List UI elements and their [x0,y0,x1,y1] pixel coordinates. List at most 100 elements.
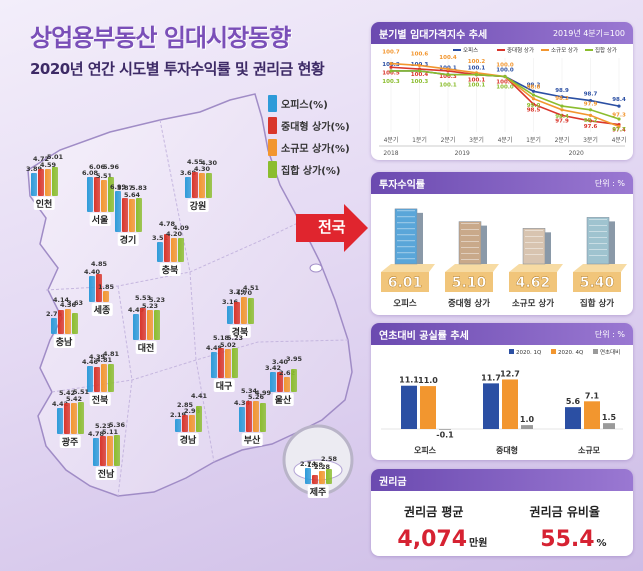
line-point [588,119,593,123]
line-point [617,104,621,108]
line-point-label: 100.1 [468,83,486,89]
legend-item: 오피스(%) [268,92,350,114]
region-label: 전남 [95,467,117,480]
line-point [617,117,621,121]
line-x-tick: 1분기 [412,136,427,144]
region-bar-value: 1.58 [306,460,324,469]
vacancy-category: 소규모 [578,446,601,455]
arrow-label: 전국 [318,218,346,236]
return-pedestal-top [509,264,563,272]
region-bar-value: 5.23 [226,333,244,342]
region-bar-value: 4.30 [200,159,218,168]
line-point [531,89,536,93]
vacancy-bar [420,386,436,429]
vacancy-legend-label: 연초대비 [600,348,620,356]
region-bar-value: 5.23 [148,295,166,304]
legend-item: 중대형 상가(%) [268,114,350,136]
line-point-label: 100.0 [496,68,514,74]
region-bar-value: 5.51 [72,388,90,397]
vacancy-title: 연초대비 공실률 추세 [379,330,469,342]
region-bar [270,372,276,392]
region-label: 대전 [135,341,157,354]
region-bar [64,402,70,434]
region-bar [107,436,113,466]
vacancy-bar-value: 7.1 [585,391,600,400]
region-bar [326,469,332,484]
return-pedestal [509,272,557,292]
region-bar-value: 3.51 [151,233,169,242]
region-label: 경기 [117,233,139,246]
line-point [417,69,422,73]
region-bar [175,419,181,432]
region-bar [115,191,121,232]
region-label: 경북 [229,325,251,338]
region-bar [182,415,188,432]
return-building [586,217,610,265]
line-point [588,108,593,112]
line-point-label: 100.0 [496,85,514,91]
line-point-label: 98.5 [527,107,541,113]
line-x-tick: 2분기 [555,136,570,144]
vacancy-bar-value: 11.7 [481,373,501,382]
region-bar [94,366,100,392]
legend-swatch [268,116,277,134]
region-bar-value: 4.46 [81,358,99,367]
line-point [474,73,479,77]
region-bar [196,406,202,432]
line-point-label: 97.3 [612,112,626,118]
line-point [588,98,593,103]
region-bar-value: 5.02 [219,340,237,349]
region-bar-value: 4.55 [186,157,204,166]
region-bar-value: 2.19 [169,411,187,420]
return-building [522,228,546,265]
premium-ratio-label: 권리금 유비율 [529,505,600,519]
vacancy-bar [401,385,417,429]
region-bar-value: 4.85 [90,259,108,268]
premium-avg-value: 4,074 [397,527,468,552]
region-bar-value: 3.68 [179,168,197,177]
return-building-side [609,221,615,264]
return-value: 4.62 [516,275,551,291]
line-x-tick: 3분기 [583,136,598,144]
region-bar-value: 5.64 [123,191,141,200]
region-label: 대구 [213,379,235,392]
region-bar-value: 5.42 [65,394,83,403]
line-point-label: 98.9 [555,88,569,94]
legend-swatch [268,138,277,156]
region-bar [232,347,238,378]
region-bar [52,166,58,196]
line-point-label: 97.6 [584,124,598,130]
vacancy-bar [483,383,499,429]
return-building-side [545,232,551,264]
region-bar [140,307,146,340]
region-bar-value: 2.28 [313,462,331,471]
line-point [617,124,621,129]
line-point-label: 100.4 [411,72,429,78]
region-bar [164,234,170,262]
return-building-side [417,212,423,264]
region-bar [253,401,259,432]
line-point [389,69,393,73]
line-point-label: 97.9 [584,101,598,107]
return-pedestal-top [573,264,627,272]
premium-ratio-unit: % [596,538,607,549]
line-point-label: 100.1 [439,83,457,89]
region-bar [225,348,231,378]
return-value: 5.10 [452,275,487,291]
return-pedestal [573,272,621,292]
region-label: 세종 [91,303,113,316]
line-point [560,113,564,117]
premium-panel: 권리금 권리금 평균 권리금 유비율 4,074 만원 55.4% [371,469,633,556]
vacancy-bar [502,379,518,429]
line-point-label: 97.9 [555,118,569,124]
region-bar [57,408,63,434]
region-label: 인천 [33,197,55,210]
legend-label: 집합 상가(%) [281,165,341,177]
region-bar [277,372,283,392]
line-point-label: 97.7 [612,127,626,133]
region-label: 강원 [187,199,209,212]
line-point-label: 100.4 [439,55,457,61]
region-bar [305,468,311,484]
line-point-label: 98.2 [555,96,569,102]
